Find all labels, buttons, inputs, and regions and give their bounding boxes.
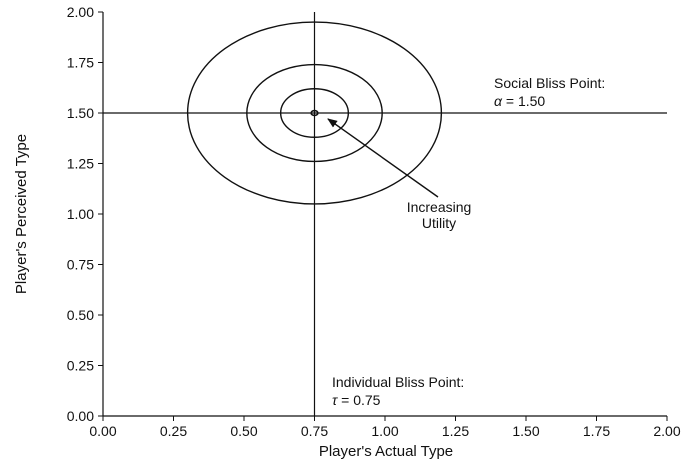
x-tick-label: 2.00 (653, 423, 680, 439)
utility-label-line1: Increasing (407, 199, 472, 215)
utility-label-line2: Utility (422, 215, 456, 231)
individual-bliss-value: τ = 0.75 (332, 392, 381, 408)
y-tick-label: 0.50 (67, 307, 94, 323)
utility-arrow (327, 118, 439, 198)
social-bliss-annotation: Social Bliss Point: α = 1.50 (494, 75, 605, 109)
individual-bliss-annotation: Individual Bliss Point: τ = 0.75 (332, 374, 464, 408)
y-tick-label: 1.00 (67, 206, 94, 222)
x-axis: 0.00 0.25 0.50 0.75 1.00 1.25 1.50 1.75 2.00 (89, 415, 681, 439)
x-tick-label: 0.75 (301, 423, 328, 439)
y-tick-label: 0.00 (67, 408, 94, 424)
social-bliss-value: α = 1.50 (494, 93, 545, 109)
utility-contour-circle (279, 88, 350, 138)
social-bliss-label: Social Bliss Point: (494, 75, 605, 91)
utility-annotation: Increasing Utility (327, 118, 472, 231)
x-tick-label: 1.00 (371, 423, 398, 439)
plot-area (103, 12, 667, 416)
x-tick-label: 0.25 (160, 423, 187, 439)
x-tick-label: 0.00 (89, 423, 116, 439)
y-axis: 0.00 0.25 0.50 0.75 1.00 1.25 1.50 1.75 2.00 (67, 4, 104, 424)
x-axis-title: Player's Actual Type (319, 443, 453, 460)
y-tick-label: 0.75 (67, 257, 94, 273)
utility-contour-circle (186, 21, 443, 205)
y-tick-label: 0.25 (67, 358, 94, 374)
utility-contour-circle (246, 63, 383, 163)
x-tick-label: 1.25 (442, 423, 469, 439)
y-axis-title: Player's Perceived Type (13, 134, 30, 294)
individual-bliss-label: Individual Bliss Point: (332, 374, 464, 390)
y-tick-label: 2.00 (67, 4, 94, 20)
x-tick-label: 0.50 (230, 423, 257, 439)
y-tick-label: 1.50 (67, 105, 94, 121)
y-tick-label: 1.75 (67, 55, 94, 71)
x-tick-label: 1.75 (583, 423, 610, 439)
x-tick-label: 1.50 (512, 423, 539, 439)
bliss-point-marker (310, 109, 319, 117)
y-tick-label: 1.25 (67, 156, 94, 172)
